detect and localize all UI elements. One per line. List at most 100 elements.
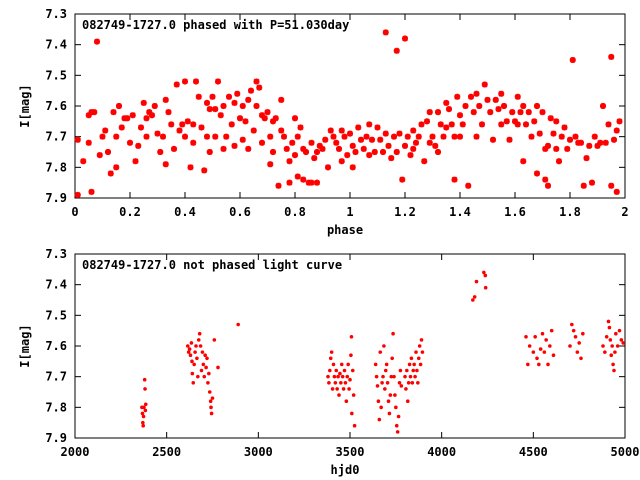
phased-data-point bbox=[330, 133, 337, 140]
unphased-data-point bbox=[141, 423, 145, 428]
phased-data-point bbox=[514, 121, 521, 128]
unphased-data-point bbox=[346, 362, 350, 367]
phased-data-point bbox=[534, 170, 540, 177]
unphased-light-curve-panel: 082749-1727.0 not phased light curve 7.3… bbox=[18, 247, 639, 477]
unphased-data-point bbox=[208, 399, 213, 404]
unphased-data-point bbox=[189, 341, 194, 345]
phased-data-point bbox=[484, 96, 491, 103]
unphased-data-point bbox=[203, 353, 207, 358]
phased-data-point bbox=[124, 115, 131, 122]
phased-y-tick-label: 7.9 bbox=[45, 191, 67, 205]
unphased-data-point bbox=[192, 362, 196, 367]
phased-data-point bbox=[270, 118, 276, 125]
phased-data-point bbox=[490, 136, 496, 143]
unphased-data-point bbox=[404, 387, 408, 391]
phased-data-point bbox=[281, 133, 287, 140]
phased-data-point bbox=[212, 133, 219, 140]
phased-data-point bbox=[275, 182, 282, 189]
phased-y-tick-label: 7.3 bbox=[45, 7, 67, 21]
phased-data-point bbox=[165, 109, 172, 116]
phased-data-point bbox=[613, 188, 620, 195]
unphased-data-point bbox=[382, 344, 386, 348]
phased-data-point bbox=[349, 142, 356, 149]
phased-data-point bbox=[220, 145, 227, 152]
unphased-data-point bbox=[212, 338, 217, 342]
phased-data-point bbox=[476, 103, 483, 109]
phased-data-point bbox=[413, 139, 419, 146]
phased-data-point bbox=[481, 81, 488, 88]
unphased-data-point bbox=[409, 356, 414, 361]
unphased-data-point bbox=[573, 335, 578, 339]
unphased-data-point bbox=[344, 399, 349, 404]
unphased-data-point bbox=[331, 362, 336, 367]
unphased-data-point bbox=[376, 399, 381, 404]
phased-data-point bbox=[520, 103, 527, 109]
phased-data-point bbox=[396, 130, 403, 137]
phased-data-point bbox=[602, 139, 609, 146]
unphased-y-tick-label: 7.8 bbox=[45, 400, 67, 414]
unphased-data-point bbox=[341, 387, 346, 391]
unphased-data-point bbox=[611, 362, 615, 367]
phased-data-point bbox=[256, 84, 263, 91]
unphased-data-point bbox=[540, 331, 545, 336]
unphased-y-tick-label: 7.3 bbox=[45, 247, 67, 261]
unphased-data-point bbox=[608, 338, 613, 342]
unphased-x-tick-label: 2500 bbox=[152, 445, 181, 459]
phased-data-point bbox=[272, 115, 279, 122]
phased-data-point bbox=[215, 78, 221, 85]
phased-data-point bbox=[212, 106, 219, 113]
phased-y-tick-label: 7.6 bbox=[45, 99, 67, 113]
unphased-data-point bbox=[392, 374, 396, 379]
phased-data-point bbox=[333, 139, 340, 146]
phased-data-point bbox=[151, 103, 158, 109]
phased-data-point bbox=[234, 90, 241, 97]
unphased-data-point bbox=[524, 335, 528, 339]
unphased-data-point bbox=[334, 368, 339, 373]
phased-data-point bbox=[140, 99, 147, 106]
unphased-data-point bbox=[397, 381, 402, 385]
unphased-y-tick-label: 7.4 bbox=[45, 278, 67, 292]
phased-data-point bbox=[462, 103, 469, 109]
phased-data-point bbox=[294, 173, 301, 180]
phased-data-point bbox=[74, 191, 81, 198]
phased-data-point bbox=[586, 142, 593, 149]
unphased-data-point bbox=[575, 350, 580, 354]
phased-data-point bbox=[176, 127, 183, 134]
phased-data-point bbox=[146, 109, 153, 116]
unphased-data-point bbox=[348, 377, 352, 382]
phased-data-point bbox=[201, 167, 208, 174]
phased-data-point bbox=[237, 115, 243, 122]
phased-data-point bbox=[292, 115, 298, 122]
unphased-data-point bbox=[412, 362, 416, 367]
unphased-data-point bbox=[606, 319, 611, 324]
unphased-data-point bbox=[390, 356, 394, 361]
phased-data-point bbox=[311, 155, 318, 162]
unphased-data-point bbox=[393, 393, 397, 397]
phased-x-tick-label: 0.4 bbox=[174, 205, 196, 219]
phased-data-point bbox=[336, 145, 342, 152]
phased-data-point bbox=[85, 139, 92, 146]
phased-x-tick-label: 0.6 bbox=[229, 205, 251, 219]
phased-data-point bbox=[454, 93, 461, 100]
phased-data-point bbox=[239, 136, 246, 143]
unphased-data-point bbox=[471, 298, 475, 302]
phased-data-point bbox=[426, 139, 433, 146]
phased-data-point bbox=[182, 133, 188, 140]
phased-data-point bbox=[198, 124, 205, 131]
unphased-data-point bbox=[343, 381, 348, 385]
phased-data-point bbox=[267, 161, 274, 168]
phased-y-tick-label: 7.4 bbox=[45, 38, 67, 52]
unphased-data-point bbox=[190, 371, 195, 376]
phased-data-point bbox=[369, 136, 375, 143]
phased-data-point bbox=[322, 136, 329, 143]
phased-data-point bbox=[446, 106, 452, 113]
unphased-data-point bbox=[418, 362, 423, 367]
unphased-data-point bbox=[205, 356, 209, 361]
unphased-data-point bbox=[607, 325, 612, 330]
phased-data-point bbox=[583, 155, 590, 162]
phased-data-point bbox=[597, 139, 604, 146]
unphased-data-point bbox=[411, 368, 416, 373]
unphased-x-tick-label: 5000 bbox=[611, 445, 640, 459]
phased-data-point bbox=[443, 99, 450, 106]
